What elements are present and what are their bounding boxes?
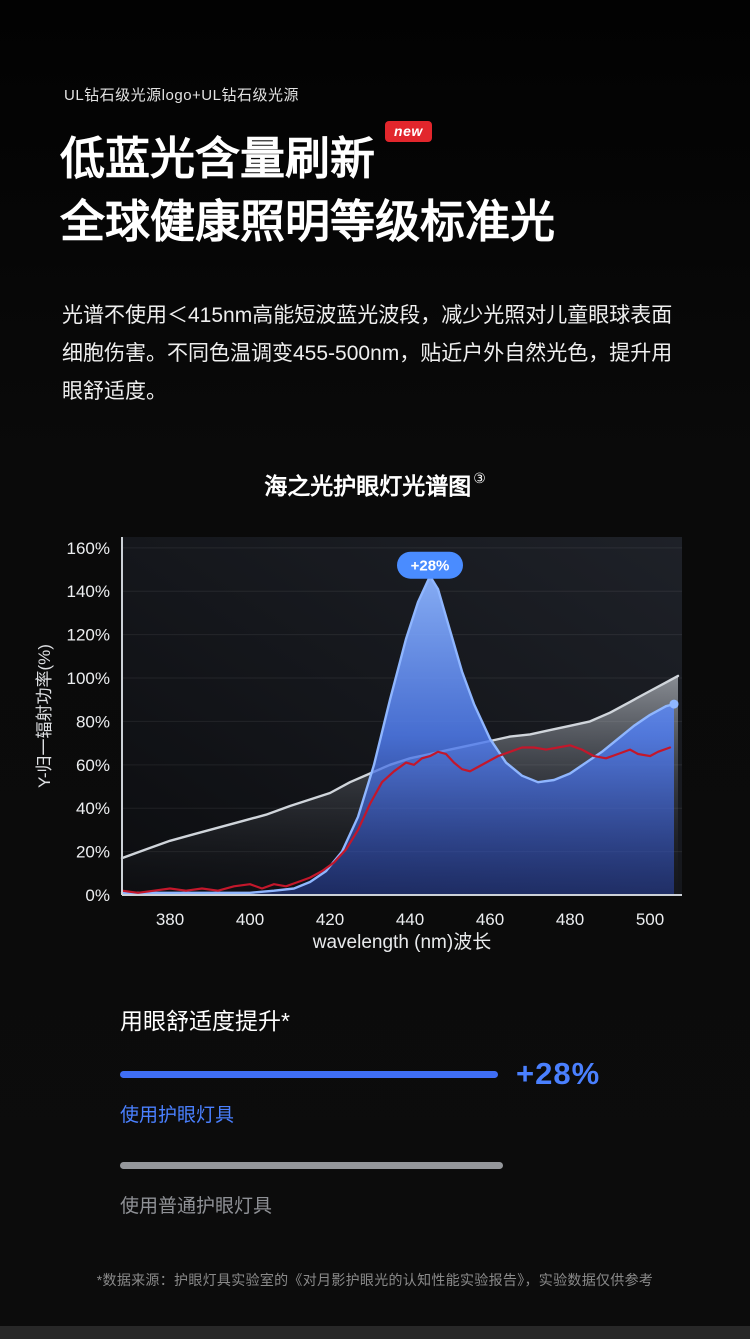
x-tick-label: 400 bbox=[236, 910, 264, 929]
y-tick-label: 100% bbox=[67, 669, 110, 688]
bar-normal bbox=[120, 1161, 503, 1169]
footnote: *数据来源：护眼灯具实验室的《对月影护眼光的认知性能实验报告》，实验数据仅供参考 bbox=[96, 1272, 654, 1288]
peak-annotation-pill bbox=[397, 551, 463, 579]
comparison-bars: +28% 使用护眼灯具使用普通护眼灯具 bbox=[0, 1056, 750, 1218]
x-tick-label: 460 bbox=[476, 910, 504, 929]
bar-value-eyecare: +28% bbox=[516, 1056, 601, 1091]
bar-label-normal: 使用普通护眼灯具 bbox=[120, 1196, 273, 1217]
comfort-section: 用眼舒适度提升* +28% 使用护眼灯具使用普通护眼灯具 bbox=[0, 1002, 750, 1218]
top-note: UL钻石级光源logo+UL钻石级光源 bbox=[64, 87, 299, 104]
y-tick-label: 120% bbox=[67, 626, 110, 645]
y-tick-label: 20% bbox=[76, 843, 110, 862]
x-tick-label: 440 bbox=[396, 910, 424, 929]
x-tick-label: 420 bbox=[316, 910, 344, 929]
series-endpoint-eyecare bbox=[669, 699, 679, 709]
headline-line2: 全球健康照明等级标准光 bbox=[60, 196, 556, 247]
peak-annotation-label: +28% bbox=[411, 558, 450, 575]
next-section-edge bbox=[0, 1326, 750, 1339]
headline-line1-text: 低蓝光含量刷新 bbox=[60, 133, 376, 184]
headline-line1: 低蓝光含量刷新 new bbox=[60, 121, 432, 184]
headline: 低蓝光含量刷新 new 全球健康照明等级标准光 bbox=[60, 121, 750, 253]
x-tick-label: 500 bbox=[636, 910, 664, 929]
y-tick-label: 160% bbox=[67, 539, 110, 558]
y-tick-label: 80% bbox=[76, 712, 110, 731]
y-tick-label: 0% bbox=[85, 886, 110, 905]
y-tick-label: 60% bbox=[76, 756, 110, 775]
bar-row-normal bbox=[120, 1147, 750, 1183]
bar-label-eyecare: 使用护眼灯具 bbox=[120, 1105, 235, 1126]
y-tick-label: 40% bbox=[76, 799, 110, 818]
series-line-reference bbox=[120, 744, 672, 894]
new-badge: new bbox=[385, 121, 432, 142]
x-tick-label: 480 bbox=[556, 910, 584, 929]
x-axis-title: wavelength (nm)波长 bbox=[312, 931, 491, 953]
comfort-title: 用眼舒适度提升* bbox=[120, 1008, 290, 1034]
body-paragraph: 光谱不使用＜415nm高能短波蓝光波段，减少光照对儿童眼球表面细胞伤害。不同色温… bbox=[62, 304, 673, 403]
bar-row-eyecare: +28% bbox=[120, 1056, 750, 1092]
bar-eyecare bbox=[120, 1070, 498, 1078]
series-area-eyecare bbox=[122, 576, 674, 895]
y-tick-label: 140% bbox=[67, 582, 110, 601]
y-axis-title: Y-归一辐射功率(%) bbox=[35, 644, 54, 788]
chart-title: 海之光护眼灯光谱图 ③ bbox=[0, 467, 750, 501]
chart-title-footnote-marker: ③ bbox=[473, 470, 486, 487]
spectrum-chart: 0% 20% 40% 60% 80% 100% 120% 140% 160% 380 400 420 4… bbox=[35, 537, 682, 953]
x-tick-label: 380 bbox=[156, 910, 184, 929]
series-line-eyecare bbox=[120, 574, 676, 894]
chart-title-text: 海之光护眼灯光谱图 bbox=[264, 473, 472, 499]
